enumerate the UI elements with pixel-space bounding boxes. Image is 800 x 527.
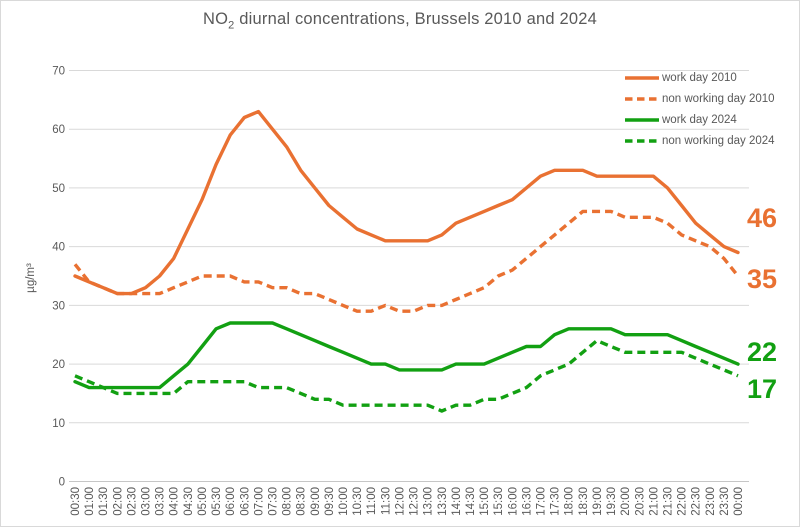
svg-text:00:30: 00:30	[70, 487, 82, 516]
svg-text:01:00: 01:00	[84, 487, 96, 516]
svg-text:09:00: 09:00	[310, 487, 322, 516]
svg-text:21:00: 21:00	[648, 487, 660, 516]
svg-text:07:00: 07:00	[253, 487, 265, 516]
svg-text:21:30: 21:30	[662, 487, 674, 516]
legend-label: non working day 2010	[662, 92, 775, 105]
svg-text:14:00: 14:00	[451, 487, 463, 516]
svg-text:08:00: 08:00	[282, 487, 294, 516]
svg-text:03:00: 03:00	[141, 487, 153, 516]
svg-text:06:30: 06:30	[239, 487, 251, 516]
svg-text:13:30: 13:30	[437, 487, 449, 516]
svg-text:12:00: 12:00	[394, 487, 406, 516]
svg-text:20:30: 20:30	[634, 487, 646, 516]
svg-text:13:00: 13:00	[423, 487, 435, 516]
chart-title-text: NO	[202, 10, 229, 28]
y-axis-tick-labels: 0 10 20 30 40 50 60 70	[52, 66, 65, 489]
svg-text:10:00: 10:00	[338, 487, 350, 516]
mean-label-nonworkingday-2010: 35	[747, 264, 778, 294]
svg-text:20: 20	[52, 359, 65, 371]
svg-text:0: 0	[59, 477, 65, 489]
mean-label-nonworkingday-2024: 17	[747, 374, 778, 404]
legend-item-workday-2024: work day 2024	[625, 109, 775, 130]
chart-title-text-rest: diurnal concentrations, Brussels 2010 an…	[234, 10, 598, 28]
svg-text:15:30: 15:30	[493, 487, 505, 516]
svg-text:19:00: 19:00	[592, 487, 604, 516]
gridlines	[69, 70, 749, 482]
x-axis-tick-labels: 00:30 01:00 01:30 02:00 02:30 03:00 03:30 04:00…	[70, 487, 745, 516]
svg-text:17:30: 17:30	[550, 487, 562, 516]
chart-title: NO2 diurnal concentrations, Brussels 201…	[1, 10, 799, 31]
svg-text:23:00: 23:00	[705, 487, 717, 516]
svg-text:30: 30	[52, 300, 65, 312]
svg-text:12:30: 12:30	[409, 487, 421, 516]
y-axis-title: µg/m³	[25, 263, 37, 293]
svg-text:14:30: 14:30	[465, 487, 477, 516]
mean-label-workday-2024: 22	[747, 337, 778, 367]
svg-text:11:30: 11:30	[380, 487, 392, 515]
mean-label-workday-2010: 46	[747, 203, 778, 233]
data-series-lines	[73, 109, 740, 413]
legend-item-nonworkingday-2024: non working day 2024	[625, 130, 775, 151]
svg-text:23:30: 23:30	[719, 487, 731, 516]
svg-text:22:00: 22:00	[677, 487, 689, 516]
svg-text:16:00: 16:00	[507, 487, 519, 516]
svg-text:06:00: 06:00	[225, 487, 237, 516]
svg-text:04:00: 04:00	[169, 487, 181, 516]
svg-text:40: 40	[52, 242, 65, 254]
svg-text:10:30: 10:30	[352, 487, 364, 516]
svg-text:20:00: 20:00	[620, 487, 632, 516]
svg-text:11:00: 11:00	[366, 487, 378, 515]
chart-title-subscript: 2	[228, 19, 235, 32]
svg-text:04:30: 04:30	[183, 487, 195, 516]
svg-text:19:30: 19:30	[606, 487, 618, 516]
svg-text:02:30: 02:30	[126, 487, 138, 516]
svg-text:09:30: 09:30	[324, 487, 336, 516]
svg-text:60: 60	[52, 124, 65, 136]
legend: work day 2010 non working day 2010 work …	[625, 67, 775, 151]
svg-text:07:30: 07:30	[267, 487, 279, 516]
svg-text:50: 50	[52, 183, 65, 195]
svg-text:16:30: 16:30	[521, 487, 533, 516]
svg-text:00:00: 00:00	[733, 487, 745, 516]
legend-item-nonworkingday-2010: non working day 2010	[625, 88, 775, 109]
legend-label: non working day 2024	[662, 134, 775, 147]
svg-text:70: 70	[52, 66, 65, 78]
svg-text:03:30: 03:30	[155, 487, 167, 516]
legend-item-workday-2010: work day 2010	[625, 67, 775, 88]
svg-text:02:00: 02:00	[112, 487, 124, 516]
svg-text:10: 10	[52, 418, 65, 430]
svg-text:18:30: 18:30	[578, 487, 590, 516]
svg-text:15:00: 15:00	[479, 487, 491, 516]
legend-label: work day 2010	[662, 71, 737, 84]
svg-text:05:30: 05:30	[211, 487, 223, 516]
legend-label: work day 2024	[662, 113, 737, 126]
svg-text:01:30: 01:30	[98, 487, 110, 516]
svg-text:22:30: 22:30	[691, 487, 703, 516]
svg-text:05:00: 05:00	[197, 487, 209, 516]
svg-text:18:00: 18:00	[564, 487, 576, 516]
svg-text:17:00: 17:00	[536, 487, 548, 516]
svg-text:08:30: 08:30	[296, 487, 308, 516]
